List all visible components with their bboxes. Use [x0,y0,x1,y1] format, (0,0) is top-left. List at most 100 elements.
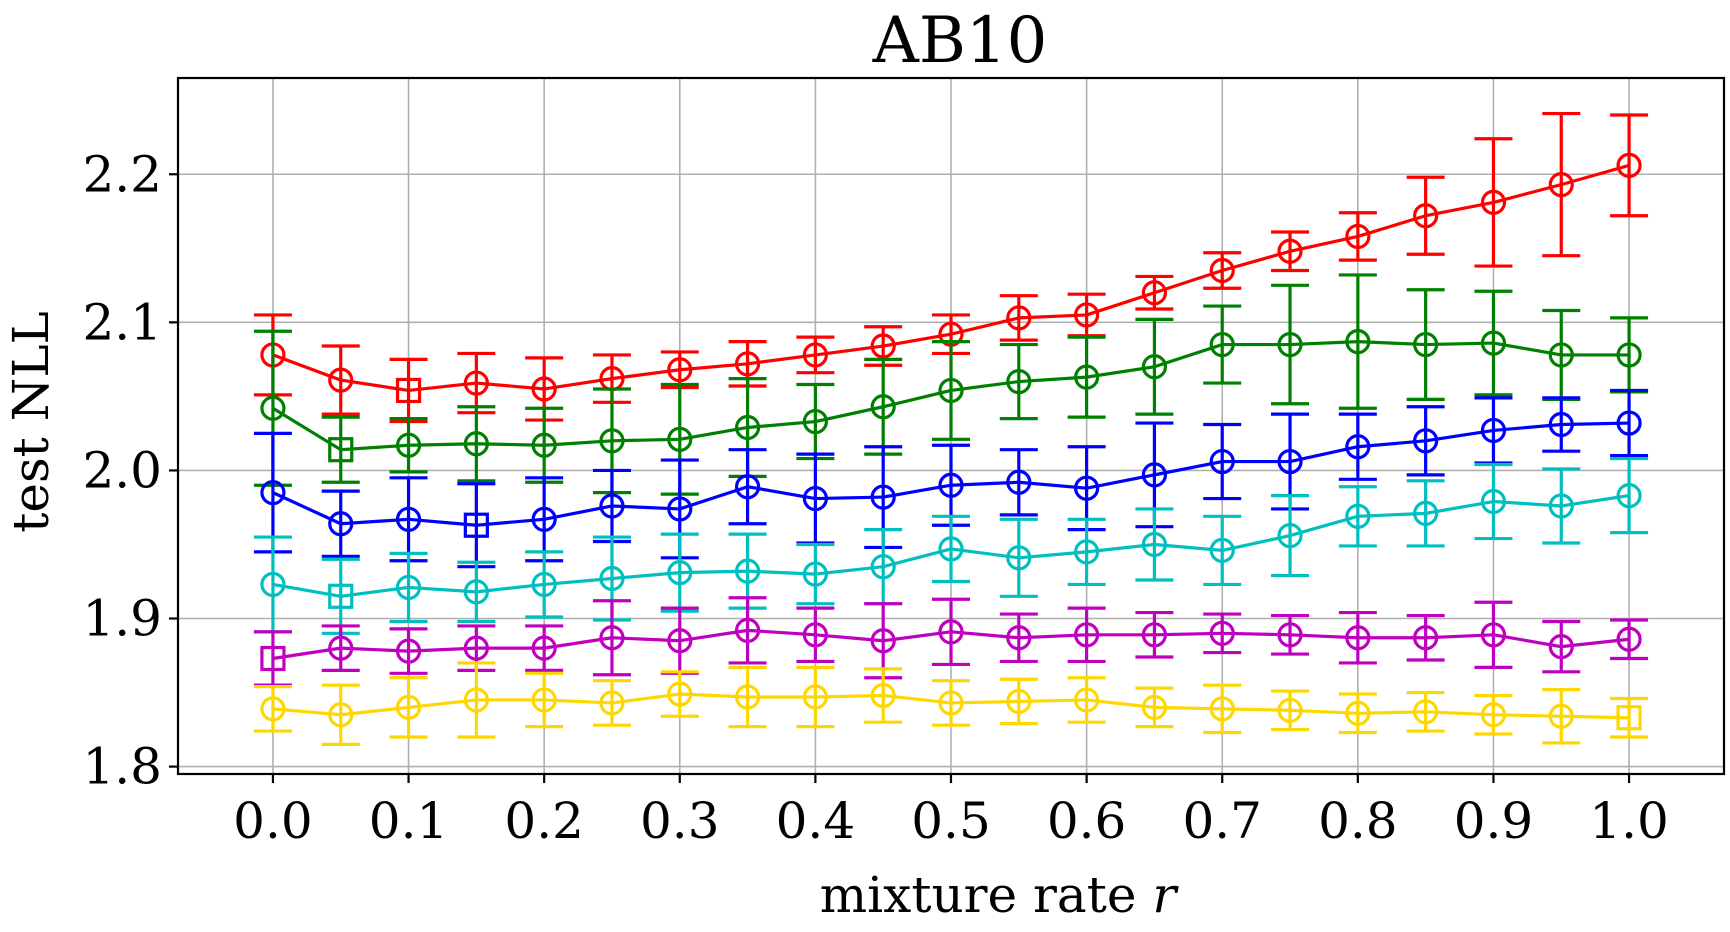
data-point-circle [328,511,354,537]
data-point-circle [1141,622,1168,648]
data-point-circle [1074,539,1100,565]
data-point-circle [1209,537,1235,563]
data-point-circle [1345,625,1371,651]
data-point-circle [395,506,422,532]
data-point-circle [870,484,896,510]
data-point-circle [1548,493,1574,519]
x-tick-label: 0.3 [640,792,720,850]
x-axis-label: mixture rate r [820,866,1180,924]
data-point-circle [1141,462,1168,488]
data-point-circle [328,702,354,728]
data-point-circle [260,571,286,598]
series-yellow [253,661,1649,746]
data-point-circle [802,342,828,368]
data-point-circle [1209,620,1235,646]
series-blue [253,388,1649,569]
data-point-circle [734,351,761,377]
series-layer [253,111,1649,746]
y-axis-label: test NLL [2,311,60,532]
data-point-circle [870,394,896,420]
data-point-circle [1413,331,1439,358]
data-point-circle [599,565,625,592]
data-point-circle [260,480,286,506]
data-point-circle [1480,189,1507,215]
data-point-circle [1548,172,1574,198]
data-point-circle [599,493,625,519]
data-point-best-square [463,512,489,538]
data-point-circle [1277,331,1303,358]
data-point-circle [1345,223,1371,250]
data-point-circle [802,561,828,587]
data-point-circle [463,635,489,661]
data-point-circle [1074,475,1100,501]
data-point-circle [531,506,557,532]
data-point-circle [1209,448,1235,475]
data-point-circle [1141,280,1168,306]
data-point-circle [1413,500,1439,526]
data-point-circle [1413,625,1439,651]
y-tick-label: 2.2 [82,145,162,203]
data-point-circle [938,619,964,645]
data-point-circle [1006,305,1032,331]
data-point-circle [395,638,422,664]
data-point-circle [1413,699,1439,725]
y-tick-label: 1.8 [82,738,162,796]
data-point-circle [1074,622,1100,648]
data-point-circle [734,474,761,500]
data-point-circle [1616,483,1642,509]
data-point-circle [395,432,422,458]
data-point-circle [1074,302,1100,328]
data-point-circle [734,414,761,441]
y-tick-label: 1.9 [82,590,162,648]
data-point-circle [1413,428,1439,454]
data-point-circle [734,684,761,710]
data-point-circle [1616,342,1642,368]
data-point-circle [1277,238,1303,264]
data-point-circle [1277,522,1303,549]
x-tick-label: 1.0 [1589,792,1669,850]
data-point-circle [1006,368,1032,395]
data-point-best-square [1616,705,1642,731]
data-point-circle [1209,331,1235,358]
data-point-circle [667,628,693,654]
data-point-circle [802,622,828,648]
data-point-circle [1480,702,1507,728]
data-point-circle [734,558,761,584]
data-point-circle [1548,342,1574,368]
data-point-circle [667,681,693,707]
data-point-circle [1277,697,1303,723]
data-point-circle [1480,417,1507,444]
data-point-circle [395,694,422,720]
data-point-best-square [328,437,354,463]
data-point-circle [395,574,422,601]
data-point-circle [1006,625,1032,651]
x-axis-label-text: mixture rate [820,866,1153,924]
data-point-circle [870,682,896,709]
data-point-circle [1074,687,1100,713]
data-point-circle [1616,410,1642,436]
data-point-circle [531,432,557,458]
y-tick-label: 2.0 [82,441,162,499]
series-green [253,273,1649,496]
data-point-circle [531,376,557,402]
data-point-circle [1345,700,1371,726]
x-tick-label: 0.0 [233,792,313,850]
data-point-circle [938,472,964,498]
data-point-best-square [260,645,286,672]
data-point-circle [1616,152,1642,178]
data-point-best-square [328,583,354,609]
y-tick-label: 2.1 [82,293,162,351]
data-point-circle [463,579,489,605]
data-point-circle [1074,364,1100,390]
data-point-circle [1548,411,1574,438]
series-cyan [253,456,1649,635]
data-point-circle [1006,469,1032,495]
x-tick-label: 0.9 [1454,792,1534,850]
data-point-circle [1006,545,1032,571]
data-point-circle [1345,434,1371,460]
data-point-circle [1006,688,1032,715]
data-point-circle [531,635,557,661]
x-axis-label-variable: r [1152,866,1179,924]
data-point-circle [1141,531,1168,558]
